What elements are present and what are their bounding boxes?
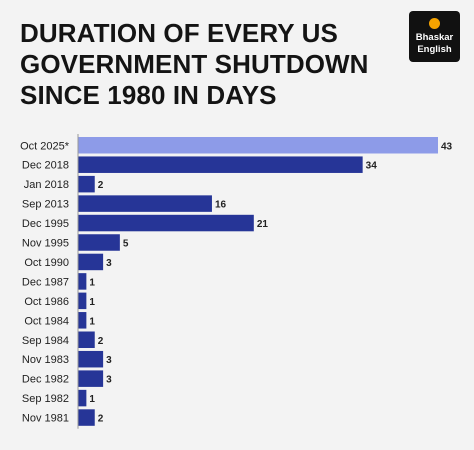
category-label: Dec 1982	[22, 374, 69, 386]
value-label: 5	[123, 239, 129, 250]
category-label: Nov 1995	[22, 238, 69, 250]
category-label: Jan 2018	[24, 179, 69, 191]
bar	[78, 214, 254, 232]
logo-line-1: Bhaskar	[415, 32, 454, 43]
bar	[78, 292, 87, 310]
value-label: 2	[98, 414, 104, 425]
category-label: Oct 1990	[24, 257, 69, 269]
category-label: Oct 1984	[24, 315, 69, 327]
chart-title: DURATION OF EVERY US GOVERNMENT SHUTDOWN…	[20, 18, 390, 111]
category-label: Dec 1995	[22, 218, 69, 230]
bar	[78, 137, 438, 154]
bar	[78, 370, 104, 387]
bar	[78, 175, 95, 193]
bar	[78, 253, 104, 271]
value-label: 1	[89, 277, 95, 288]
bar	[78, 156, 363, 173]
bar	[78, 195, 212, 212]
value-label: 3	[106, 355, 112, 366]
category-label: Nov 1983	[22, 354, 69, 366]
value-label: 2	[98, 336, 104, 347]
logo-line-2: English	[417, 44, 452, 55]
bhaskar-english-logo: Bhaskar English	[409, 11, 460, 62]
value-label: 21	[257, 219, 269, 230]
category-label: Sep 1984	[22, 335, 69, 347]
value-label: 1	[89, 297, 95, 308]
value-label: 1	[89, 316, 95, 327]
bar	[78, 389, 87, 407]
sun-logo-icon	[429, 18, 440, 29]
bar	[78, 409, 95, 426]
value-label: 16	[215, 200, 227, 211]
value-label: 1	[89, 394, 95, 405]
title-line-2: GOVERNMENT SHUTDOWN	[20, 49, 369, 79]
category-label: Dec 2018	[22, 160, 69, 172]
category-label: Sep 1982	[22, 393, 69, 405]
bar	[78, 312, 87, 329]
category-label: Sep 2013	[22, 199, 69, 211]
title-line-1: DURATION OF EVERY US	[20, 18, 338, 48]
category-label: Dec 1987	[22, 276, 69, 288]
value-label: 3	[106, 375, 112, 386]
category-label: Nov 1981	[22, 413, 69, 425]
value-label: 2	[98, 180, 104, 191]
bar	[78, 234, 120, 251]
bar	[78, 273, 87, 290]
category-label: Oct 1986	[24, 296, 69, 308]
value-label: 43	[441, 141, 453, 152]
value-label: 3	[106, 258, 112, 269]
category-label: Oct 2025*	[20, 140, 70, 152]
bar	[78, 350, 104, 368]
bar	[78, 331, 95, 348]
value-label: 34	[366, 161, 378, 172]
title-line-3: SINCE 1980 IN DAYS	[20, 80, 277, 110]
